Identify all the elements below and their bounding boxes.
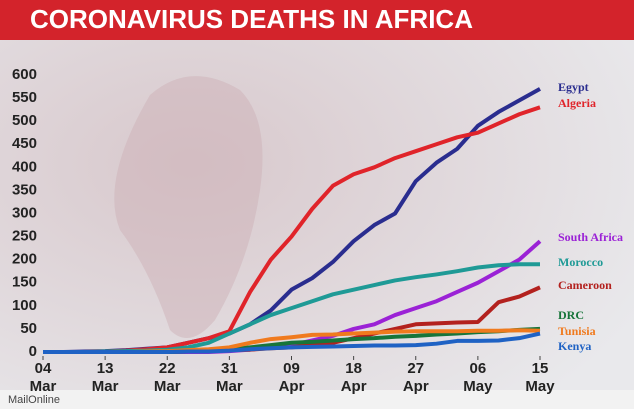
y-tick-label: 450	[12, 135, 37, 152]
x-tick-label: 18	[345, 360, 362, 377]
y-tick-label: 150	[12, 274, 37, 291]
legend-label: Morocco	[558, 255, 603, 269]
x-tick-label: 27	[407, 360, 424, 377]
map-shape	[114, 76, 263, 339]
y-tick-label: 500	[12, 112, 37, 129]
y-tick-label: 100	[12, 297, 37, 314]
x-tick-label: 13	[97, 360, 114, 377]
x-tick-label: Apr	[341, 378, 367, 395]
x-tick-label: 06	[470, 360, 487, 377]
x-tick-label: May	[463, 378, 493, 395]
x-tick-label: 31	[221, 360, 238, 377]
x-tick-label: Mar	[216, 378, 243, 395]
source: MailOnline	[8, 394, 60, 406]
y-tick-label: 250	[12, 228, 37, 245]
legend-label: Kenya	[558, 339, 591, 353]
series-line	[43, 331, 541, 354]
y-tick-label: 0	[29, 343, 37, 360]
footer	[0, 390, 634, 409]
legend-label: Cameroon	[558, 278, 612, 292]
legend-label: DRC	[558, 308, 584, 322]
x-tick-label: Apr	[403, 378, 429, 395]
legend-label: South Africa	[558, 230, 623, 244]
x-tick-label: 22	[159, 360, 176, 377]
y-tick-label: 400	[12, 158, 37, 175]
x-tick-label: Mar	[92, 378, 119, 395]
x-tick-label: 15	[532, 360, 549, 377]
x-tick-label: Mar	[154, 378, 181, 395]
x-tick-label: 09	[283, 360, 300, 377]
chart-title: CORONAVIRUS DEATHS IN AFRICA	[30, 4, 473, 34]
y-tick-label: 550	[12, 89, 37, 106]
x-tick-label: Mar	[30, 378, 57, 395]
legend-label: Tunisia	[558, 324, 596, 338]
y-tick-label: 600	[12, 66, 37, 83]
title-banner	[0, 0, 634, 40]
y-tick-label: 200	[12, 251, 37, 268]
x-tick-label: May	[525, 378, 555, 395]
legend-label: Algeria	[558, 96, 596, 110]
x-tick-label: 04	[35, 360, 52, 377]
x-tick-label: Apr	[279, 378, 305, 395]
y-tick-label: 350	[12, 181, 37, 198]
y-tick-label: 50	[20, 320, 37, 337]
legend-label: Egypt	[558, 80, 589, 94]
y-tick-label: 300	[12, 204, 37, 221]
